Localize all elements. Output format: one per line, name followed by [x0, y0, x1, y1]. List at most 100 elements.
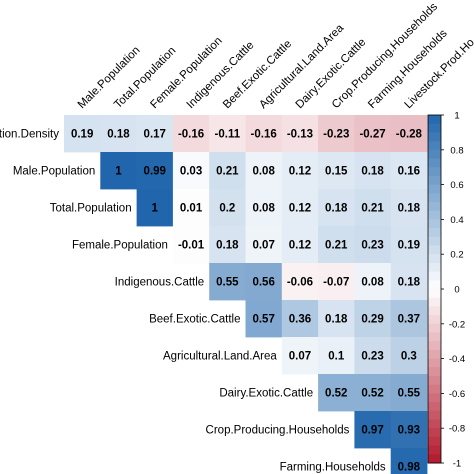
heatmap-cell — [281, 115, 319, 153]
colorbar-segment — [428, 306, 441, 316]
cell-value-label: 0.37 — [398, 314, 420, 326]
heatmap-cell — [354, 263, 392, 301]
colorbar-segment — [428, 149, 441, 159]
cell-value-label: 0.52 — [361, 388, 383, 400]
colorbar-segment — [428, 297, 441, 307]
heatmap-cell — [390, 374, 428, 412]
colorbar-segment — [428, 115, 441, 125]
column-labels: Male.PopulationTotal.PopulationFemale.Po… — [76, 1, 474, 111]
heatmap-cell — [172, 226, 210, 264]
colorbar-tick-label: 0.8 — [450, 145, 463, 156]
heatmap-cell — [318, 337, 355, 375]
heatmap-cell — [354, 115, 392, 153]
cell-value-label: 0.18 — [107, 129, 130, 141]
cell-value-label: 0.18 — [325, 203, 348, 215]
cell-value-label: 0.55 — [398, 388, 421, 400]
row-label: Farming.Households — [280, 462, 386, 474]
heatmap-cell — [64, 115, 101, 153]
row-label: Indigenous.Cattle — [115, 277, 205, 289]
row-label: tion.Density — [0, 129, 59, 141]
cell-value-label: 0.3 — [401, 351, 417, 363]
cell-value-label: 0.23 — [361, 351, 383, 363]
cell-value-label: 0.12 — [289, 240, 311, 252]
heatmap-cell — [390, 152, 428, 190]
heatmap-cell — [390, 448, 428, 474]
heatmap-cell — [245, 189, 283, 227]
cell-value-label: 1 — [152, 203, 159, 215]
colorbar-segment — [428, 245, 441, 255]
colorbar-tick-label: 1 — [454, 111, 459, 122]
heatmap-cell — [172, 152, 210, 190]
heatmap-cell — [281, 152, 319, 190]
colorbar-segment — [428, 410, 441, 420]
heatmap-cell — [245, 263, 283, 301]
colorbar-segment — [428, 332, 441, 342]
colorbar-segment — [428, 141, 441, 151]
colorbar-segment — [428, 376, 441, 386]
heatmap-cell — [209, 226, 246, 264]
row-label: Male.Population — [13, 166, 95, 178]
heatmap-cells — [64, 115, 428, 474]
cell-value-label: 0.97 — [361, 425, 383, 437]
row-label: Beef.Exotic.Cattle — [149, 314, 240, 326]
cell-value-label: 0.56 — [252, 277, 274, 289]
cell-value-label: 0.08 — [252, 203, 275, 215]
cell-value-label: -0.27 — [359, 129, 385, 141]
colorbar-segment — [428, 184, 441, 194]
heatmap-cell — [136, 189, 174, 227]
heatmap-cell — [390, 263, 428, 301]
heatmap-cell — [100, 152, 137, 190]
colorbar-segment — [428, 289, 441, 299]
heatmap-cell — [354, 300, 392, 338]
colorbar-segment — [428, 436, 441, 447]
cell-value-label: 1 — [115, 166, 122, 178]
heatmap-cell — [390, 189, 428, 227]
cell-value-label: 0.99 — [144, 166, 166, 178]
colorbar: 1 0.8 0.6 0.4 0.2 0 -0.2 -0.4 -0.6 -0.8 -1 — [427, 111, 465, 470]
colorbar-segment — [428, 280, 441, 290]
cell-value-label: 0.17 — [144, 129, 166, 141]
heatmap-cell — [390, 337, 428, 375]
column-label: Indigenous.Cattle — [185, 39, 257, 111]
colorbar-segment — [428, 210, 441, 220]
heatmap-cell — [318, 189, 355, 227]
colorbar-segment — [428, 193, 441, 203]
colorbar-segment — [428, 123, 441, 133]
cell-value-label: 0.07 — [289, 351, 311, 363]
heatmap-cell — [390, 300, 428, 338]
heatmap-cell — [354, 152, 392, 190]
colorbar-tick-label: -0.4 — [449, 354, 465, 365]
cell-value-label: 0.18 — [216, 240, 239, 252]
cell-value-label: -0.11 — [215, 129, 241, 141]
colorbar-tick-label: 0.2 — [450, 250, 463, 261]
cell-value-label: 0.18 — [361, 166, 384, 178]
heatmap-cell — [245, 115, 283, 153]
cell-value-label: 0.21 — [216, 166, 239, 178]
cell-value-label: 0.93 — [398, 425, 420, 437]
colorbar-segment — [428, 384, 441, 394]
colorbar-segment — [428, 402, 441, 412]
cell-value-label: 0.21 — [361, 203, 384, 215]
cell-value-label: 0.08 — [361, 277, 384, 289]
heatmap-cell — [318, 115, 355, 153]
heatmap-cell — [390, 226, 428, 264]
heatmap-cell — [136, 115, 174, 153]
heatmap-cell — [209, 263, 246, 301]
colorbar-segment — [428, 341, 441, 351]
heatmap-cell — [354, 189, 392, 227]
cell-value-label: -0.06 — [287, 277, 313, 289]
heatmap-cell — [136, 152, 174, 190]
cell-value-label: 0.16 — [398, 166, 420, 178]
colorbar-segment — [428, 167, 441, 177]
row-label: Agricultural.Land.Area — [163, 351, 277, 363]
colorbar-segment — [428, 132, 441, 142]
column-label: Male.Population — [76, 44, 143, 111]
row-label: Crop.Producing.Households — [206, 425, 350, 437]
heatmap-cell — [281, 337, 319, 375]
colorbar-segment — [428, 349, 441, 360]
colorbar-segment — [428, 454, 441, 464]
heatmap-cell — [390, 411, 428, 449]
heatmap-cell — [318, 263, 355, 301]
cell-value-label: 0.23 — [361, 240, 383, 252]
